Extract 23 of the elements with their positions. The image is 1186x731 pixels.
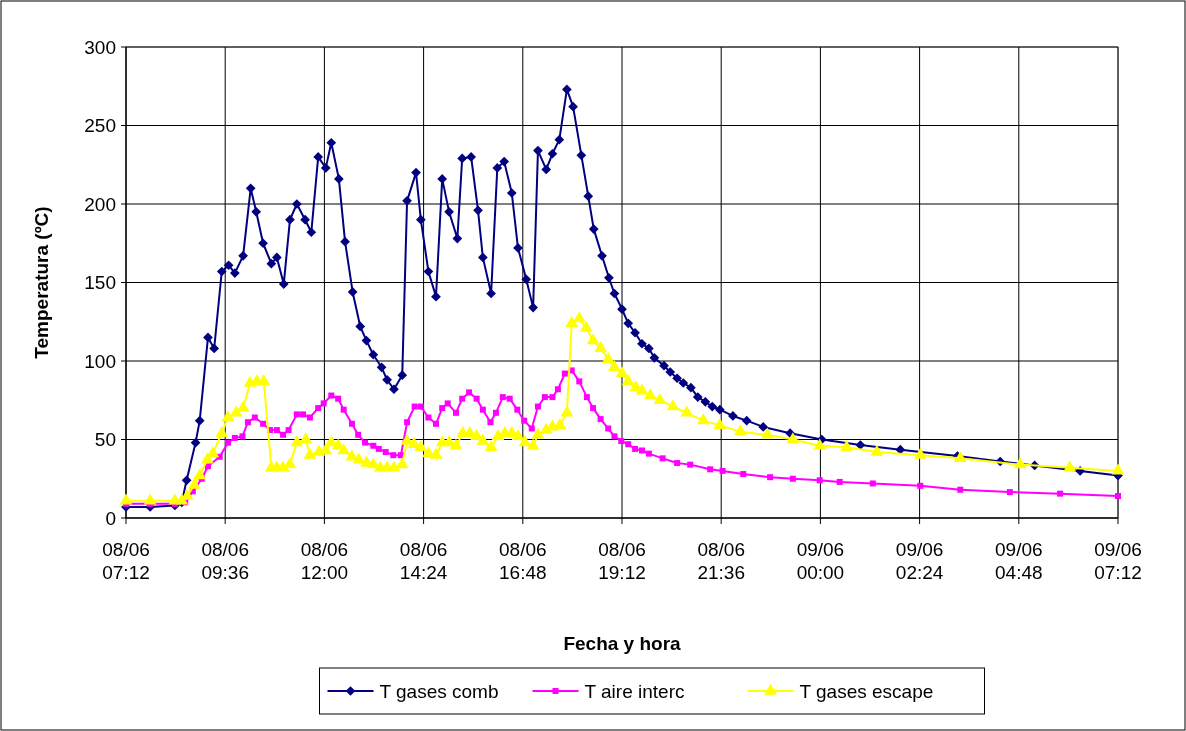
x-axis-title: Fecha y hora: [563, 633, 682, 654]
x-tick-label: 09/06 00:00: [796, 539, 845, 583]
y-tick-label: 300: [84, 36, 116, 58]
y-tick-label: 200: [84, 193, 116, 215]
legend-label: T aire interc: [584, 680, 685, 702]
x-tick-label: 09/06 02:24: [895, 539, 944, 583]
x-tick-label: 09/06 04:48: [995, 539, 1043, 583]
y-tick-label: 0: [105, 507, 116, 529]
x-tick-label: 08/06 09:36: [201, 539, 249, 583]
y-tick-label: 150: [84, 272, 116, 294]
x-tick-label: 09/06 07:12: [1094, 539, 1142, 583]
y-axis-title: Temperatura (ºC): [31, 206, 52, 359]
legend-label: T gases comb: [379, 680, 499, 702]
x-tick-label: 08/06 19:12: [598, 539, 646, 583]
x-tick-label: 08/06 12:00: [300, 539, 349, 583]
x-tick-label: 08/06 16:48: [499, 539, 547, 583]
y-tick-label: 250: [84, 115, 116, 137]
y-tick-label: 100: [84, 350, 116, 372]
y-tick-label: 50: [94, 429, 116, 451]
x-tick-label: 08/06 14:24: [399, 539, 448, 583]
x-tick-label: 08/06 21:36: [697, 539, 745, 583]
x-tick-label: 08/06 07:12: [102, 539, 150, 583]
legend-label: T gases escape: [799, 680, 934, 702]
